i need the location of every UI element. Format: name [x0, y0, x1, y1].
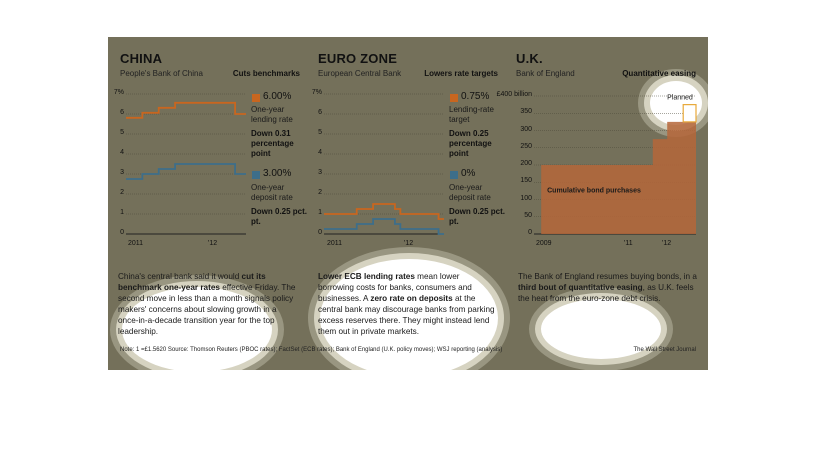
y-tick-label: 3 — [318, 169, 322, 176]
china-column: CHINA People's Bank of China Cuts benchm… — [108, 37, 308, 370]
legend-change-deposit: Down 0.25 pct. pt. — [449, 207, 506, 226]
y-tick-label: 2 — [318, 189, 322, 196]
x-tick-label: '11 — [624, 240, 633, 247]
infographic-panel: CHINA People's Bank of China Cuts benchm… — [108, 37, 708, 370]
eurozone-column: EURO ZONE European Central Bank Lowers r… — [308, 37, 508, 370]
chart-title: EURO ZONE — [318, 51, 398, 66]
y-tick-label: 3 — [120, 169, 124, 176]
y-tick-label: 7% — [113, 89, 124, 96]
y-tick-label: 4 — [318, 149, 322, 156]
legend-value-deposit: 0% — [461, 168, 476, 179]
legend-value-lending: 6.00% — [263, 91, 292, 102]
eurozone-paragraph: Lower ECB lending rates mean lower borro… — [318, 272, 495, 336]
chart-source: European Central Bank — [318, 69, 402, 78]
legend-desc-lending: One-year lending rate — [251, 105, 293, 124]
legend-desc-deposit: One-year deposit rate — [449, 183, 491, 202]
x-tick-label: '12 — [404, 240, 414, 247]
y-tick-label: 4 — [120, 149, 124, 156]
chart-source: People's Bank of China — [120, 69, 203, 78]
y-tick-label: 250 — [520, 142, 532, 150]
highlight-blob — [541, 299, 661, 359]
legend-swatch-deposit — [450, 171, 458, 179]
y-tick-label: 0 — [528, 229, 532, 236]
legend-change-deposit: Down 0.25 pct. pt. — [251, 207, 308, 226]
y-tick-label: 200 — [520, 160, 532, 167]
y-tick-label: 50 — [524, 211, 532, 219]
highlight-blob — [122, 287, 272, 370]
y-tick-label: 150 — [520, 177, 532, 185]
y-tick-label: 1 — [318, 209, 322, 216]
y-tick-label: 300 — [520, 125, 532, 133]
series-line — [126, 101, 246, 119]
series-line — [324, 218, 444, 235]
legend-swatch-deposit — [252, 171, 260, 179]
x-tick-label: '12 — [208, 240, 218, 247]
footer-note: Note: 1 =£1.5620 Source: Thomson Reuters… — [120, 347, 503, 353]
y-tick-label: 7% — [311, 89, 322, 96]
chart-headline: Cuts benchmarks — [232, 69, 300, 78]
y-tick-label: 6 — [120, 109, 124, 116]
y-tick-label: 5 — [120, 129, 124, 136]
y-tick-label: 2 — [120, 189, 124, 196]
uk-column: U.K. Bank of England Quantitative easing… — [497, 37, 708, 370]
legend-change-lending: Down 0.31 percentage point — [251, 129, 294, 158]
chart-headline: Quantitative easing — [622, 69, 696, 78]
y-tick-label: 1 — [120, 209, 124, 216]
highlight-blob — [320, 259, 498, 370]
x-tick-label: '12 — [662, 240, 672, 247]
y-tick-label: 6 — [318, 109, 322, 116]
y-tick-label: 100 — [520, 194, 532, 202]
y-tick-label: 350 — [520, 108, 532, 116]
x-tick-label: 2009 — [536, 240, 552, 247]
y-tick-label: 0 — [318, 229, 322, 236]
footer-credit: The Wall Street Journal — [633, 347, 696, 353]
series-line — [126, 163, 246, 180]
x-tick-label: 2011 — [327, 240, 343, 247]
legend-swatch-lending — [450, 94, 458, 102]
eurozone-plot — [324, 93, 444, 235]
chart-title: U.K. — [516, 51, 543, 66]
chart-title: CHINA — [120, 51, 163, 66]
y-tick-label: 5 — [318, 129, 322, 136]
legend-value-deposit: 3.00% — [263, 168, 292, 179]
chart-source: Bank of England — [516, 69, 575, 78]
area-label: Cumulative bond purchases — [547, 188, 641, 195]
x-tick-label: 2011 — [128, 240, 144, 247]
y-tick-label: 0 — [120, 229, 124, 236]
planned-increment — [682, 104, 697, 123]
uk-paragraph: The Bank of England resumes buying bonds… — [518, 272, 697, 303]
legend-change-lending: Down 0.25 percentage point — [449, 129, 492, 158]
y-tick-label: £400 billion — [496, 91, 532, 98]
chart-headline: Lowers rate targets — [424, 69, 498, 78]
china-paragraph: China's central bank said it would cut i… — [118, 272, 296, 336]
china-plot — [126, 93, 246, 235]
series-line — [324, 203, 444, 220]
legend-value-lending: 0.75% — [461, 91, 490, 102]
planned-label: Planned — [667, 94, 693, 101]
legend-desc-lending: Lending-rate target — [449, 105, 494, 124]
area-bond-purchases — [541, 121, 696, 234]
uk-plot: Cumulative bond purchases Planned — [534, 94, 697, 235]
legend-swatch-lending — [252, 94, 260, 102]
legend-desc-deposit: One-year deposit rate — [251, 183, 293, 202]
